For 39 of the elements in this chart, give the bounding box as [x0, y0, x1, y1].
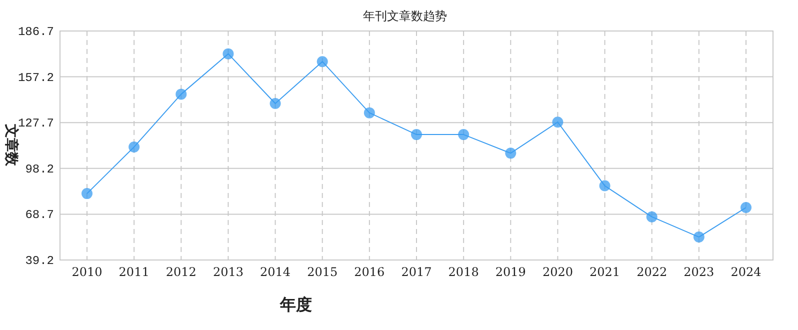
point [599, 180, 610, 192]
point [82, 188, 92, 200]
chart-title: 年刊文章数趋势 [363, 9, 447, 23]
point [646, 211, 658, 222]
point [740, 202, 752, 214]
point [411, 129, 422, 140]
point [458, 129, 470, 140]
point [176, 88, 187, 100]
y-tick-label: 68.7 [25, 208, 54, 222]
x-tick-label: 2023 [684, 265, 714, 279]
y-tick-label: 39.2 [25, 254, 54, 268]
point [552, 116, 564, 128]
y-axis-title: 文章数 [3, 123, 20, 167]
x-tick-label: 2016 [354, 265, 385, 279]
point [270, 98, 281, 110]
x-tick-label: 2013 [212, 265, 244, 279]
x-tick-label: 2014 [260, 265, 291, 279]
x-tick-label: 2020 [542, 265, 573, 279]
point [222, 48, 234, 60]
x-tick-label: 2024 [730, 265, 762, 279]
x-tick-label: 2019 [495, 265, 526, 279]
x-tick-label: 2022 [636, 265, 668, 279]
x-tick-label: 2015 [307, 265, 338, 279]
point [364, 107, 375, 118]
x-axis-title: 年度 [279, 295, 312, 314]
point [316, 56, 328, 68]
x-tick-label: 2017 [401, 265, 432, 279]
point [693, 232, 704, 243]
x-tick-label: 2021 [590, 265, 620, 279]
point [128, 141, 140, 152]
x-tick-label: 2012 [166, 265, 196, 279]
y-tick-label: 127.7 [18, 116, 54, 131]
point [505, 148, 516, 159]
y-tick-label: 98.2 [25, 162, 54, 176]
y-tick-label: 157.2 [18, 70, 54, 85]
x-tick-label: 2010 [72, 265, 102, 279]
y-tick-label: 186.7 [18, 25, 54, 39]
x-tick-label: 2018 [448, 265, 479, 279]
x-tick-label: 2011 [118, 265, 150, 279]
